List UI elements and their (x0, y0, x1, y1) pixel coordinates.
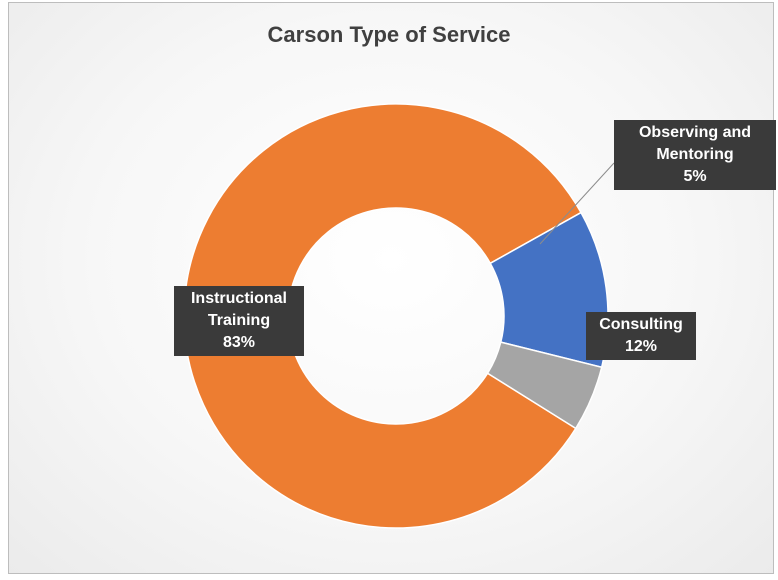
slice-instructional-training (183, 103, 583, 529)
data-label-observing-and-mentoring: Observing and Mentoring 5% (614, 120, 776, 190)
chart-title: Carson Type of Service (267, 22, 511, 47)
data-label-consulting: Consulting 12% (586, 312, 696, 360)
data-label-instructional-training: Instructional Training 83% (174, 286, 304, 356)
slice-observing-and-mentoring (486, 341, 603, 430)
leader-line-observing (539, 162, 615, 245)
